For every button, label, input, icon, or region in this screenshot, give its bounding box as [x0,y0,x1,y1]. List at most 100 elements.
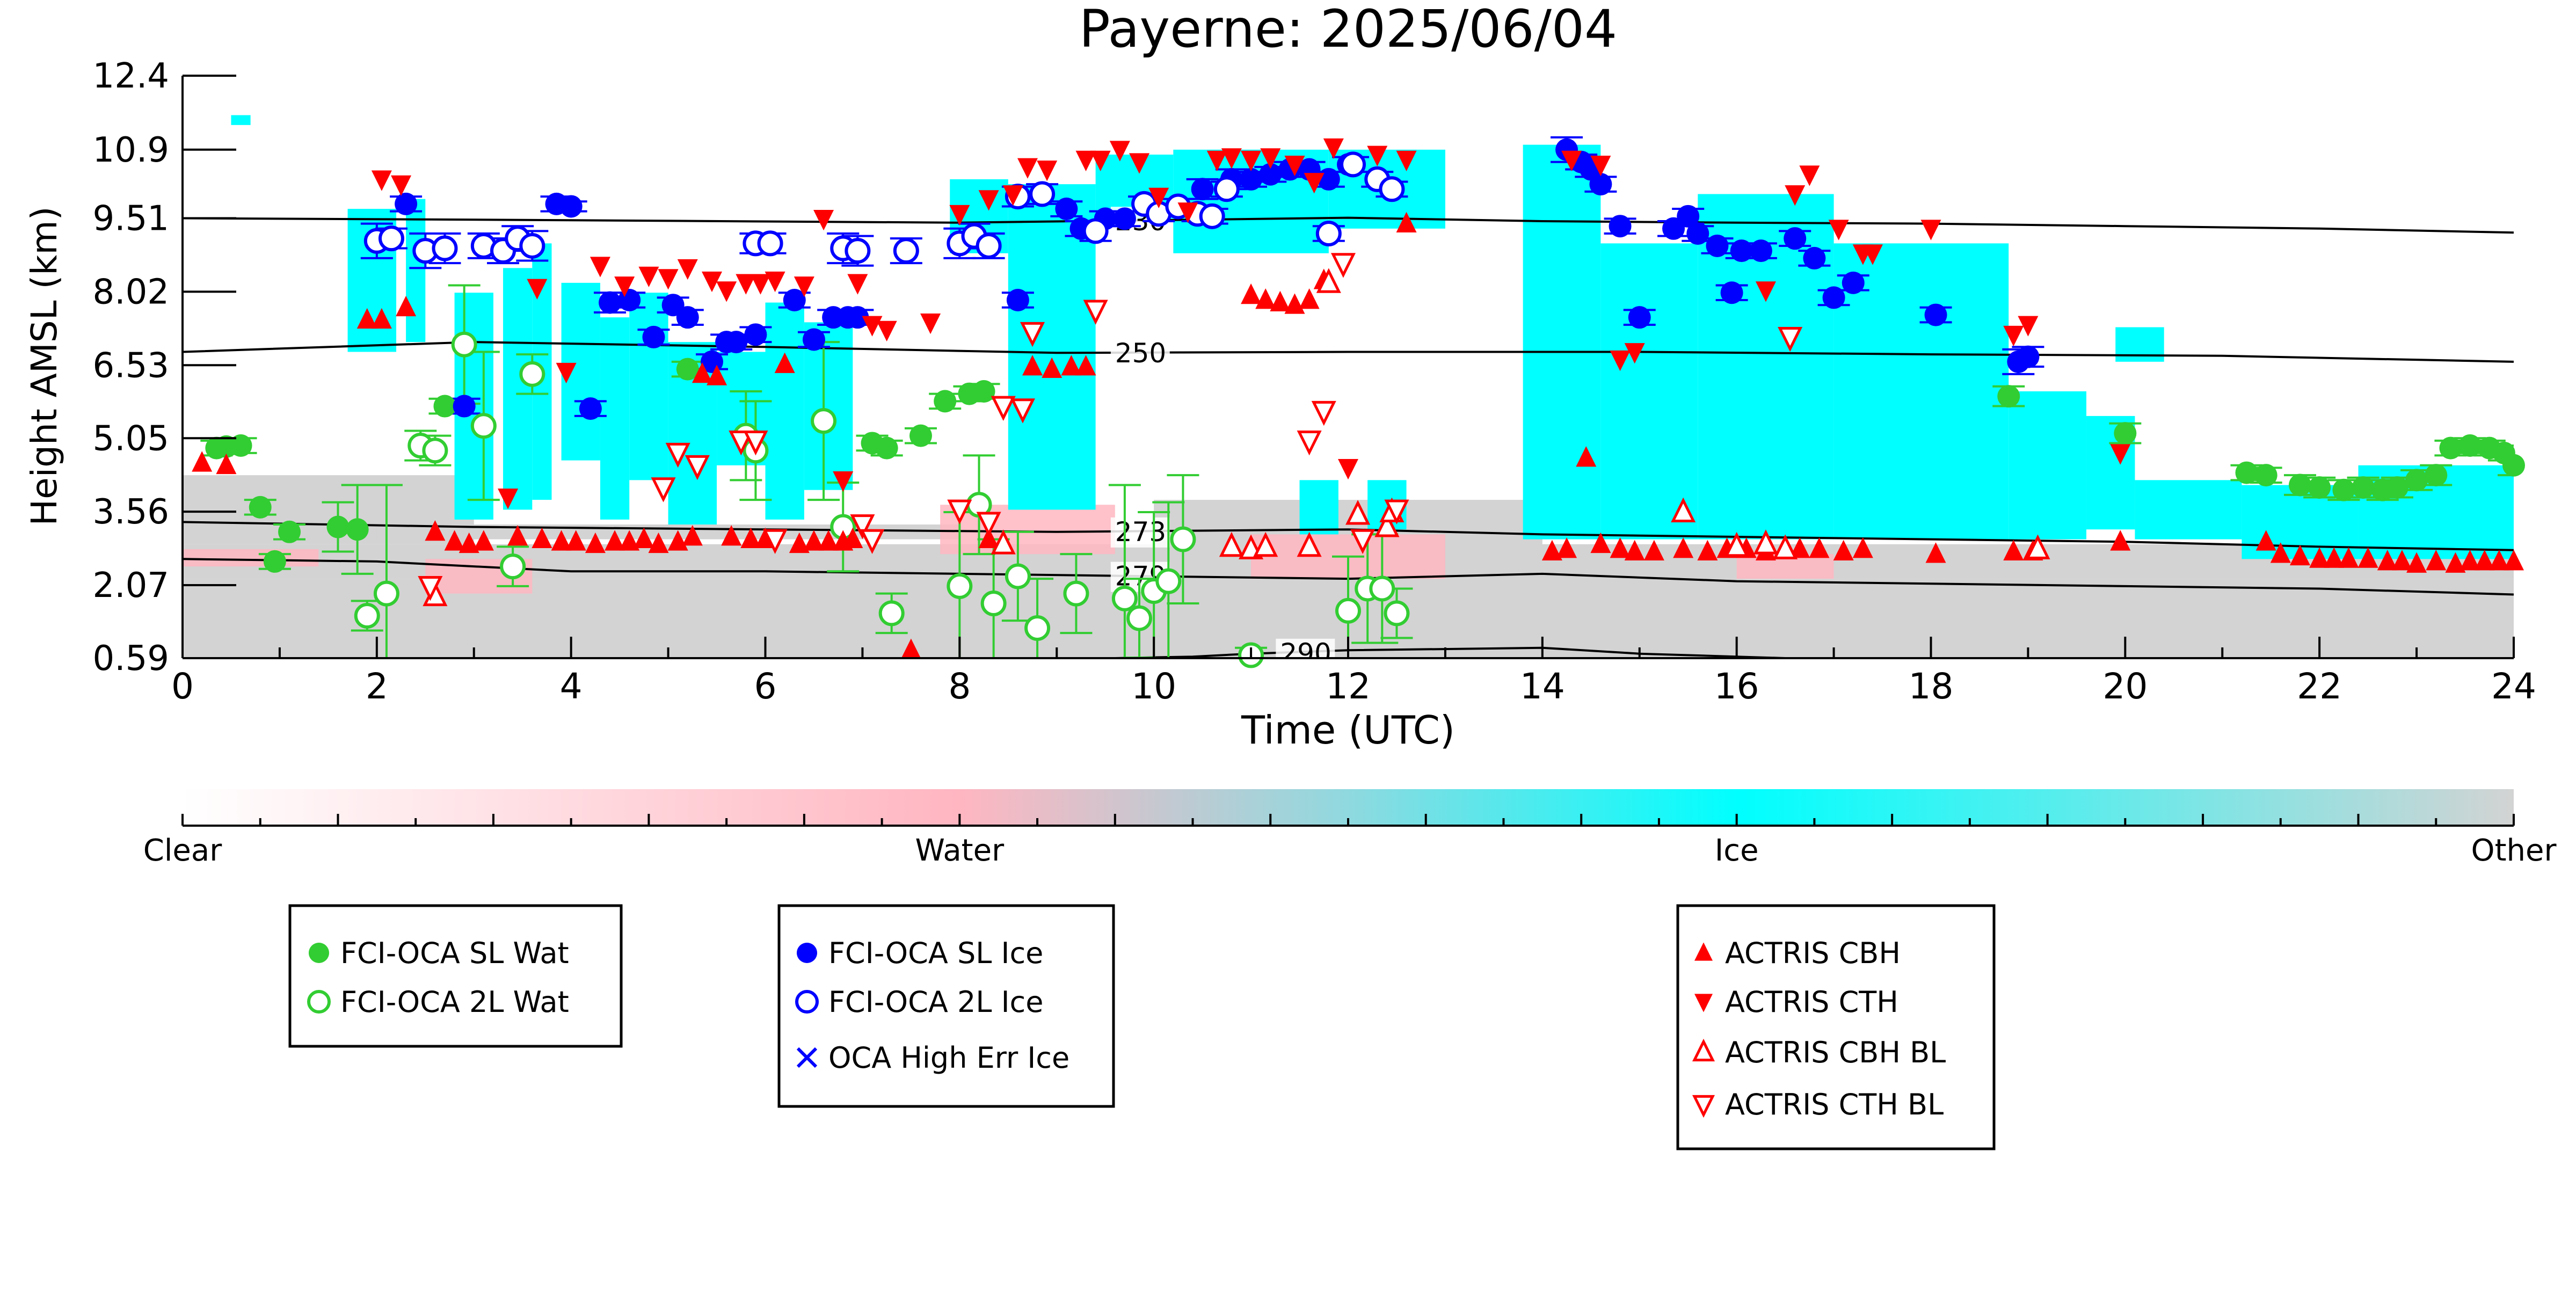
data-point [1749,239,1772,263]
isotherm-label-273: 273 [1115,516,1166,548]
data-point [1541,540,1562,560]
legend-marker [796,1047,818,1068]
data-point [934,390,957,413]
ice-region-7 [600,317,630,520]
data-point [459,532,479,553]
data-point [1799,165,1820,186]
data-point [1828,220,1849,240]
data-point [2458,434,2482,457]
data-point [774,352,795,373]
data-point [1784,227,1807,250]
data-point [1706,234,1729,257]
data-point [876,320,897,341]
data-point [507,525,528,546]
data-point [1778,327,1803,352]
data-point [590,257,610,278]
data-point [676,306,699,329]
data-point [1628,306,1651,329]
data-point [692,362,712,383]
data-point [519,361,545,387]
data-point [354,602,380,629]
ice-region-19 [1299,480,1338,535]
colorbar-label-clear: Clear [143,833,222,868]
x-tick-label: 8 [948,666,971,707]
data-point [1206,150,1227,172]
data-point [1304,173,1325,194]
data-point [2289,544,2310,566]
data-point [794,276,814,297]
y-tick-label: 3.56 [93,492,170,532]
data-point [740,527,761,548]
ice-region-0 [231,115,251,125]
data-point [1561,150,1582,172]
data-point [618,289,641,312]
data-point [1997,385,2020,408]
y-tick-label: 5.05 [93,419,170,458]
data-point [1340,151,1366,178]
data-point [2018,316,2039,337]
x-tick-label: 4 [560,666,583,707]
legend-marker [1694,994,1713,1012]
x-tick-label: 22 [2297,666,2342,707]
data-point [1010,398,1035,424]
x-tick-label: 6 [754,666,777,707]
data-point [757,230,783,257]
data-point [1005,563,1031,589]
data-point [1833,540,1854,560]
ice-region-24 [1833,243,2009,540]
data-point [783,289,806,312]
y-axis-ticks: 0.59 2.07 3.56 5.05 6.53 8.02 9.51 10.9 12.4 [93,56,236,679]
data-point [1022,355,1043,376]
data-point [947,499,972,524]
data-point [373,580,399,607]
y-tick-label: 2.07 [93,566,170,606]
x-tick-label: 10 [1131,666,1176,707]
data-point [1862,244,1883,265]
data-point [1384,600,1410,626]
data-point [1297,430,1322,456]
isotherm-label-250: 250 [1115,338,1166,369]
data-point [470,413,497,439]
x-tick-label: 12 [1326,666,1371,707]
legend-label: ACTRIS CTH [1725,985,1898,1019]
data-point [991,396,1016,421]
data-point [1155,568,1182,594]
data-point [1785,185,1806,206]
data-point [1241,283,1262,304]
data-point [1345,500,1371,525]
data-point [278,520,301,543]
y-tick-label: 10.9 [93,130,170,170]
data-point [1589,173,1612,196]
ice-region-25 [2009,391,2086,540]
data-point [2110,444,2131,465]
colorbar-ticks [181,814,2515,826]
data-point [802,328,825,351]
data-point [1730,239,1753,263]
data-point [346,518,369,541]
data-point [395,192,418,215]
data-point [453,395,476,418]
data-point [619,530,640,551]
legend-label: ACTRIS CTH BL [1725,1088,1944,1121]
x-tick-label: 14 [1520,666,1565,707]
data-point [371,308,392,329]
data-point [846,306,869,329]
data-point [1113,207,1136,230]
data-point [1219,531,1244,557]
data-point [1191,178,1214,201]
legend-marker [795,990,819,1014]
data-point [1367,145,1388,166]
data-point [192,451,213,472]
data-point [1090,150,1111,172]
data-point [765,271,785,293]
data-point [2235,461,2258,484]
data-point [1020,322,1045,347]
data-point [1075,355,1096,376]
data-point [1335,597,1361,624]
data-point [2391,550,2412,571]
data-point [519,232,545,259]
data-point [1323,138,1344,159]
data-point [2332,478,2355,501]
legend-label: OCA High Err Ice [828,1041,1069,1075]
